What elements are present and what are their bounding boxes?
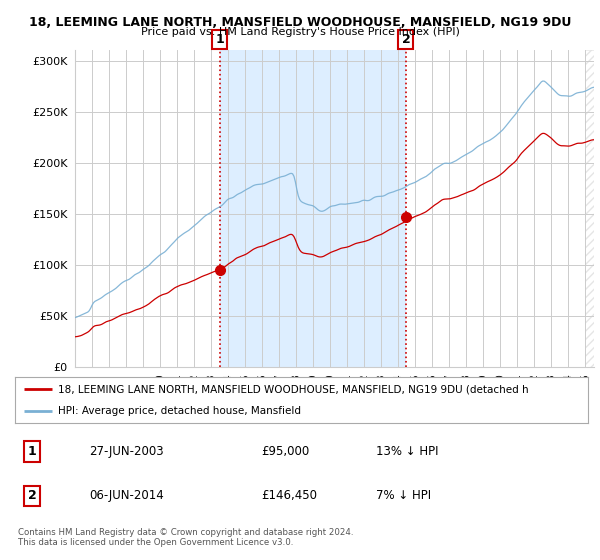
Text: 1: 1: [28, 445, 37, 458]
Text: £146,450: £146,450: [262, 489, 317, 502]
Bar: [220, 50, 406, 367]
Text: £95,000: £95,000: [262, 445, 310, 458]
Text: 2: 2: [401, 33, 410, 46]
Text: Price paid vs. HM Land Registry's House Price Index (HPI): Price paid vs. HM Land Registry's House …: [140, 27, 460, 37]
Bar: [586, 50, 594, 367]
Text: 2: 2: [28, 489, 37, 502]
Text: 06-JUN-2014: 06-JUN-2014: [89, 489, 164, 502]
Text: HPI: Average price, detached house, Mansfield: HPI: Average price, detached house, Mans…: [58, 407, 301, 416]
Text: 18, LEEMING LANE NORTH, MANSFIELD WOODHOUSE, MANSFIELD, NG19 9DU (detached h: 18, LEEMING LANE NORTH, MANSFIELD WOODHO…: [58, 384, 529, 394]
Text: 1: 1: [215, 33, 224, 46]
Text: 7% ↓ HPI: 7% ↓ HPI: [376, 489, 431, 502]
Text: 13% ↓ HPI: 13% ↓ HPI: [376, 445, 439, 458]
Text: 18, LEEMING LANE NORTH, MANSFIELD WOODHOUSE, MANSFIELD, NG19 9DU: 18, LEEMING LANE NORTH, MANSFIELD WOODHO…: [29, 16, 571, 29]
Text: Contains HM Land Registry data © Crown copyright and database right 2024.
This d: Contains HM Land Registry data © Crown c…: [18, 528, 353, 548]
Text: 27-JUN-2003: 27-JUN-2003: [89, 445, 164, 458]
